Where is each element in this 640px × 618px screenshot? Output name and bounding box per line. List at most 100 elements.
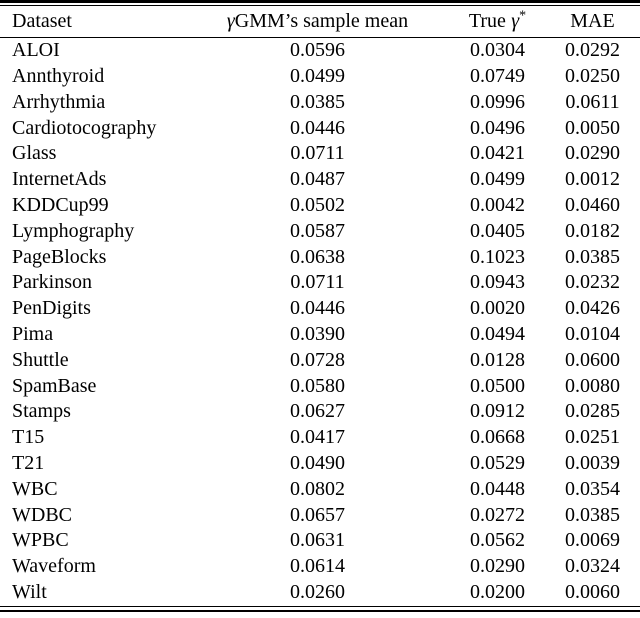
- mae-cell: 0.0292: [565, 39, 620, 62]
- true-gamma-cell: 0.0668: [470, 426, 525, 449]
- table-row: Glass 0.0711 0.0421 0.0290: [0, 141, 640, 167]
- table-row: WPBC 0.0631 0.0562 0.0069: [0, 528, 640, 554]
- true-gamma-cell: 0.0996: [470, 90, 525, 113]
- mae-cell: 0.0250: [565, 65, 620, 88]
- true-gamma-cell: 0.0128: [470, 348, 525, 371]
- true-gamma-cell: 0.0562: [470, 529, 525, 552]
- gmm-mean-cell: 0.0728: [290, 348, 345, 371]
- gmm-mean-cell: 0.0711: [290, 271, 345, 294]
- true-gamma-cell: 0.0272: [470, 503, 525, 526]
- mae-cell: 0.0012: [565, 168, 620, 191]
- header-mae: MAE: [545, 6, 640, 39]
- dataset-cell: WDBC: [12, 503, 72, 526]
- dataset-cell: Lymphography: [12, 219, 135, 242]
- true-gamma-cell: 0.0304: [470, 39, 525, 62]
- header-row: Dataset γGMM’s sample mean True γ* MAE: [0, 6, 640, 39]
- mae-cell: 0.0290: [565, 142, 620, 165]
- mae-cell: 0.0251: [565, 426, 620, 449]
- table-row: Annthyroid 0.0499 0.0749 0.0250: [0, 64, 640, 90]
- mae-cell: 0.0324: [565, 555, 620, 578]
- gmm-mean-cell: 0.0487: [290, 168, 345, 191]
- dataset-cell: PenDigits: [12, 297, 91, 320]
- gmm-mean-cell: 0.0614: [290, 555, 345, 578]
- true-gamma-cell: 0.0499: [470, 168, 525, 191]
- true-gamma-cell: 0.0290: [470, 555, 525, 578]
- true-gamma-cell: 0.0200: [470, 581, 525, 604]
- dataset-cell: Cardiotocography: [12, 116, 157, 139]
- gmm-mean-cell: 0.0657: [290, 503, 345, 526]
- table-row: Parkinson 0.0711 0.0943 0.0232: [0, 270, 640, 296]
- dataset-cell: Arrhythmia: [12, 90, 106, 113]
- mae-cell: 0.0285: [565, 400, 620, 423]
- gmm-mean-cell: 0.0499: [290, 65, 345, 88]
- gmm-mean-cell: 0.0260: [290, 581, 345, 604]
- mae-cell: 0.0104: [565, 323, 620, 346]
- true-gamma-cell: 0.0500: [470, 374, 525, 397]
- dataset-cell: Stamps: [12, 400, 71, 423]
- true-gamma-cell: 0.0020: [470, 297, 525, 320]
- gmm-mean-cell: 0.0390: [290, 323, 345, 346]
- gmm-mean-cell: 0.0631: [290, 529, 345, 552]
- dataset-cell: KDDCup99: [12, 194, 109, 217]
- gmm-mean-cell: 0.0417: [290, 426, 345, 449]
- mae-cell: 0.0354: [565, 477, 620, 500]
- gmm-mean-cell: 0.0385: [290, 90, 345, 113]
- gmm-mean-cell: 0.0446: [290, 297, 345, 320]
- true-gamma-cell: 0.0912: [470, 400, 525, 423]
- table-row: PenDigits 0.0446 0.0020 0.0426: [0, 296, 640, 322]
- gmm-mean-cell: 0.0502: [290, 194, 345, 217]
- gmm-mean-cell: 0.0446: [290, 116, 345, 139]
- dataset-cell: Wilt: [12, 581, 47, 604]
- table-row: KDDCup99 0.0502 0.0042 0.0460: [0, 193, 640, 219]
- header-mae-label: MAE: [570, 10, 615, 33]
- mae-cell: 0.0080: [565, 374, 620, 397]
- dataset-cell: InternetAds: [12, 168, 107, 191]
- mae-cell: 0.0385: [565, 503, 620, 526]
- gmm-mean-cell: 0.0802: [290, 477, 345, 500]
- gmm-mean-cell: 0.0596: [290, 39, 345, 62]
- dataset-cell: Waveform: [12, 555, 96, 578]
- header-dataset: Dataset: [0, 6, 185, 39]
- star-superscript: *: [519, 8, 527, 24]
- bottom-rule-outer: [0, 609, 640, 613]
- table-row: Waveform 0.0614 0.0290 0.0324: [0, 554, 640, 580]
- table-row: Stamps 0.0627 0.0912 0.0285: [0, 399, 640, 425]
- header-gmm-sample-mean: γGMM’s sample mean: [185, 6, 450, 39]
- table-row: Wilt 0.0260 0.0200 0.0060: [0, 580, 640, 606]
- dataset-cell: Parkinson: [12, 271, 92, 294]
- header-true-label: True: [468, 10, 506, 33]
- dataset-cell: SpamBase: [12, 374, 97, 397]
- mae-cell: 0.0060: [565, 581, 620, 604]
- header-true-gamma: True γ*: [450, 6, 545, 39]
- table-body: ALOI 0.0596 0.0304 0.0292 Annthyroid 0.0…: [0, 38, 640, 606]
- table-row: ALOI 0.0596 0.0304 0.0292: [0, 38, 640, 64]
- true-gamma-cell: 0.0042: [470, 194, 525, 217]
- gmm-mean-cell: 0.0627: [290, 400, 345, 423]
- true-gamma-cell: 0.0496: [470, 116, 525, 139]
- true-gamma-cell: 0.0448: [470, 477, 525, 500]
- true-gamma-cell: 0.0421: [470, 142, 525, 165]
- true-gamma-cell: 0.0494: [470, 323, 525, 346]
- table-row: Lymphography 0.0587 0.0405 0.0182: [0, 219, 640, 245]
- header-dataset-label: Dataset: [12, 10, 72, 33]
- true-gamma-cell: 0.0405: [470, 219, 525, 242]
- dataset-cell: Annthyroid: [12, 65, 105, 88]
- dataset-cell: T21: [12, 452, 45, 475]
- mae-cell: 0.0385: [565, 245, 620, 268]
- header-gmm-rest-label: GMM’s sample mean: [234, 10, 409, 33]
- dataset-cell: WBC: [12, 477, 58, 500]
- dataset-cell: ALOI: [12, 39, 60, 62]
- dataset-cell: PageBlocks: [12, 245, 107, 268]
- mae-cell: 0.0426: [565, 297, 620, 320]
- true-gamma-cell: 0.0529: [470, 452, 525, 475]
- mae-cell: 0.0232: [565, 271, 620, 294]
- dataset-cell: Shuttle: [12, 348, 69, 371]
- bottom-rule-inner: [0, 605, 640, 608]
- table-row: T15 0.0417 0.0668 0.0251: [0, 425, 640, 451]
- gmm-mean-cell: 0.0580: [290, 374, 345, 397]
- mae-cell: 0.0069: [565, 529, 620, 552]
- table-row: WDBC 0.0657 0.0272 0.0385: [0, 503, 640, 529]
- table-header: Dataset γGMM’s sample mean True γ* MAE: [0, 6, 640, 39]
- gmm-mean-cell: 0.0711: [290, 142, 345, 165]
